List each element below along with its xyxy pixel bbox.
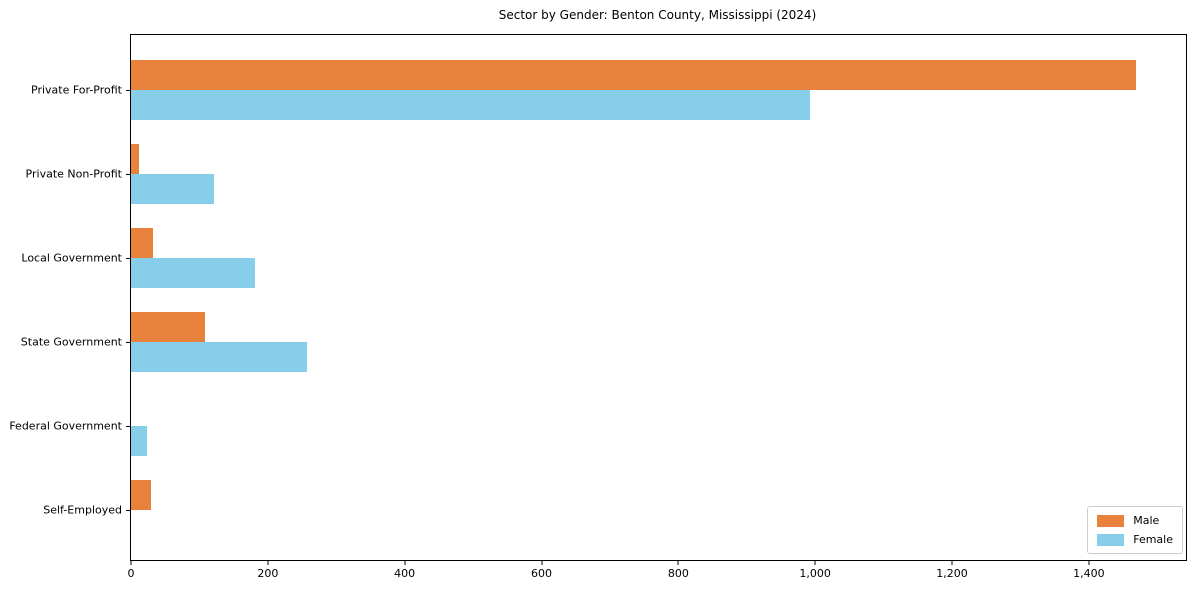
x-tick-label-800: 800 bbox=[667, 567, 689, 580]
y-tick-mark bbox=[126, 342, 131, 343]
x-tick-label-0: 0 bbox=[127, 567, 135, 580]
legend-label: Female bbox=[1133, 533, 1173, 546]
x-tick-label-600: 600 bbox=[531, 567, 552, 580]
legend-label: Male bbox=[1133, 514, 1160, 527]
x-tick-label-1000: 1,000 bbox=[799, 567, 831, 580]
y-tick-mark bbox=[126, 510, 131, 511]
y-tick-label-federal-government: Federal Government bbox=[9, 419, 122, 433]
x-tick-mark bbox=[541, 560, 542, 565]
y-tick-mark bbox=[126, 258, 131, 259]
bar-male-private-for-profit bbox=[131, 60, 1137, 90]
bar-female-local-government bbox=[131, 258, 255, 288]
x-tick-mark bbox=[677, 560, 679, 565]
legend-swatch-male bbox=[1097, 514, 1125, 527]
bar-male-self-employed bbox=[131, 480, 151, 510]
bar-female-private-for-profit bbox=[131, 90, 810, 120]
legend-item-male: Male bbox=[1097, 514, 1173, 527]
bar-female-private-non-profit bbox=[131, 174, 214, 204]
y-tick-label-private-non-profit: Private Non-Profit bbox=[25, 167, 122, 181]
bar-female-state-government bbox=[131, 342, 307, 372]
x-tick-label-1200: 1,200 bbox=[936, 567, 968, 580]
legend: Male Female bbox=[1087, 506, 1183, 554]
y-tick-label-private-for-profit: Private For-Profit bbox=[31, 83, 122, 97]
y-tick-mark bbox=[126, 426, 131, 427]
plot-area: Private For-Profit Private Non-Profit Loca… bbox=[9, 34, 1187, 580]
legend-item-female: Female bbox=[1097, 533, 1173, 546]
legend-swatch-female bbox=[1097, 533, 1125, 546]
x-tick-mark bbox=[130, 560, 132, 565]
x-tick-label-400: 400 bbox=[394, 567, 416, 580]
x-tick-label-1400: 1,400 bbox=[1073, 567, 1105, 580]
x-tick-mark bbox=[404, 560, 406, 565]
chart-title: Sector by Gender: Benton County, Mississ… bbox=[498, 8, 817, 22]
y-tick-label-state-government: State Government bbox=[20, 335, 122, 349]
x-tick-mark bbox=[814, 560, 816, 565]
bar-male-local-government bbox=[131, 228, 153, 258]
bar-female-federal-government bbox=[131, 426, 147, 456]
bar-male-state-government bbox=[131, 312, 205, 342]
bar-male-private-non-profit bbox=[131, 144, 140, 174]
y-tick-label-self-employed: Self-Employed bbox=[43, 503, 122, 517]
x-tick-mark bbox=[951, 560, 953, 565]
x-tick-mark bbox=[1088, 560, 1090, 565]
y-tick-mark bbox=[126, 174, 131, 175]
y-tick-mark bbox=[126, 90, 131, 91]
x-tick-label-200: 200 bbox=[257, 567, 279, 580]
y-tick-label-local-government: Local Government bbox=[21, 251, 122, 265]
x-tick-mark bbox=[267, 560, 269, 565]
